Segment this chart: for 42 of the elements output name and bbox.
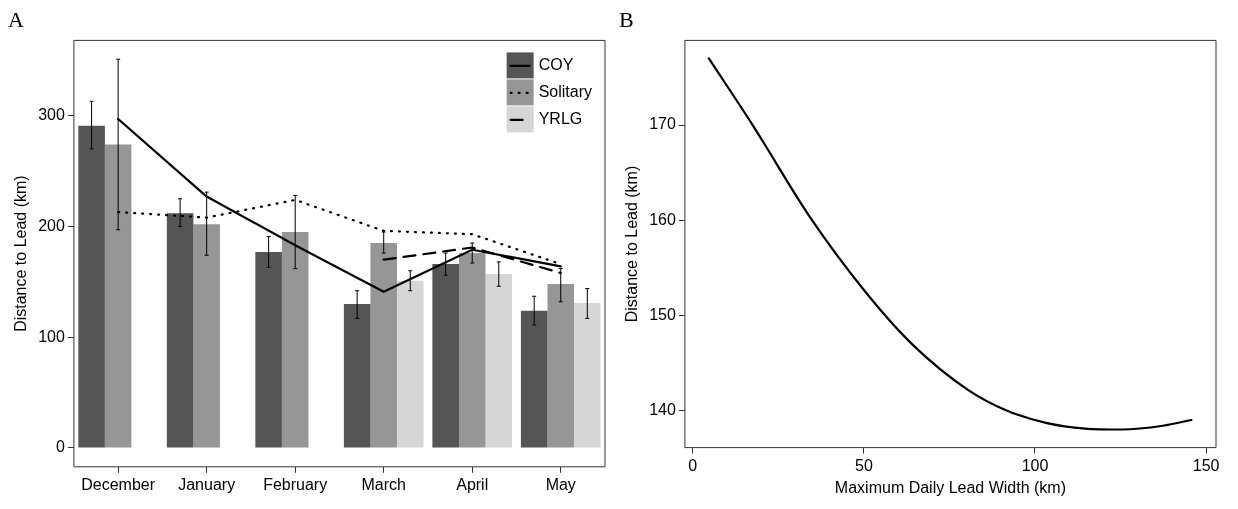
y-tick-label: 200	[38, 216, 65, 234]
x-tick-label: 50	[854, 456, 873, 474]
x-tick-label: March	[361, 475, 406, 493]
x-tick-label: February	[263, 475, 328, 493]
chart-title: B	[619, 6, 634, 32]
x-axis-title: Maximum Daily Lead Width (km)	[834, 478, 1067, 496]
x-tick-label: 150	[1192, 456, 1220, 474]
x-tick-label: 100	[1021, 456, 1049, 474]
bar	[281, 232, 309, 448]
legend-label: YRLG	[538, 110, 583, 128]
y-tick-label: 0	[55, 438, 65, 456]
bar	[574, 302, 601, 448]
y-tick-label: 170	[649, 115, 676, 133]
y-tick-label: 300	[38, 106, 65, 124]
chart-title: A	[8, 6, 24, 32]
bar	[432, 264, 459, 448]
y-axis-title: Distance to Lead (km)	[12, 175, 30, 332]
x-tick-label: January	[178, 475, 236, 493]
legend-label: COY	[538, 56, 574, 74]
bar	[458, 253, 486, 448]
bar	[166, 213, 194, 448]
bar	[485, 274, 513, 448]
x-tick-label: December	[81, 475, 156, 493]
bar	[396, 280, 424, 448]
y-tick-label: 160	[649, 210, 676, 228]
y-tick-label: 140	[649, 400, 676, 418]
bar	[547, 284, 575, 448]
y-tick-label: 100	[38, 327, 65, 345]
bar	[520, 310, 548, 448]
bar	[104, 144, 132, 448]
bar	[343, 303, 371, 448]
y-tick-label: 150	[649, 305, 676, 323]
line-series	[707, 57, 1193, 431]
y-axis-title: Distance to Lead (km)	[623, 165, 641, 323]
legend-label: Solitary	[538, 83, 593, 101]
x-tick-label: 0	[688, 456, 698, 474]
bar	[255, 251, 282, 448]
bar	[370, 243, 397, 448]
x-tick-label: May	[545, 475, 576, 493]
bar	[78, 125, 105, 448]
x-tick-label: April	[456, 475, 489, 493]
bar	[193, 224, 220, 448]
